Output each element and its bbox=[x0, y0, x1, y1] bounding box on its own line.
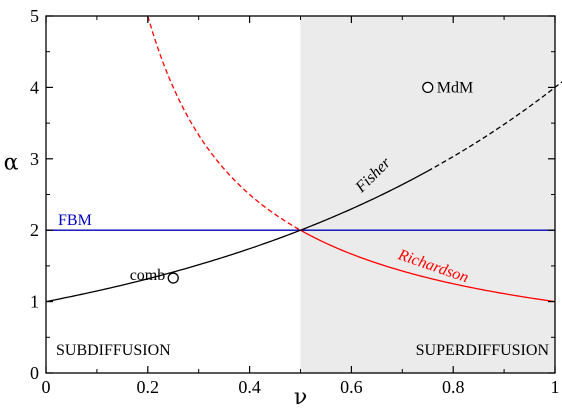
x-tick-label: 0.4 bbox=[238, 377, 261, 397]
mdm-point-label: MdM bbox=[437, 79, 473, 96]
richardson-dashed-line bbox=[147, 15, 301, 231]
y-tick-label: 4 bbox=[30, 77, 39, 97]
comb-point-marker bbox=[167, 272, 179, 284]
points bbox=[167, 81, 434, 284]
x-tick-label: 1 bbox=[551, 377, 560, 397]
x-axis-label: ν bbox=[294, 385, 307, 409]
fisher-series-line bbox=[45, 170, 429, 303]
y-tick-label: 0 bbox=[30, 363, 39, 383]
fbm-label: FBM bbox=[58, 212, 92, 229]
subdiffusion-label: SUBDIFFUSION bbox=[56, 342, 171, 359]
x-tick-label: 0.2 bbox=[137, 377, 160, 397]
superdiffusion-shaded-region bbox=[300, 16, 555, 373]
fisher-dashed-line bbox=[427, 81, 562, 172]
comb-point-label: comb bbox=[130, 267, 166, 284]
curves bbox=[45, 15, 562, 303]
x-tick-label: 0 bbox=[42, 377, 51, 397]
x-tick-label: 0.6 bbox=[340, 377, 363, 397]
richardson-series-line bbox=[300, 229, 556, 303]
x-tick-label: 0.8 bbox=[442, 377, 465, 397]
superdiffusion-label: SUPERDIFFUSION bbox=[416, 342, 550, 359]
y-tick-label: 1 bbox=[30, 292, 39, 312]
y-axis-label: α bbox=[4, 151, 19, 176]
axis-ticks: 0 0.2 0.4 0.6 0.8 1 0 1 2 3 4 5 bbox=[30, 6, 560, 397]
y-tick-label: 3 bbox=[30, 149, 39, 169]
y-tick-label: 2 bbox=[30, 220, 39, 240]
MdM-point-marker bbox=[422, 81, 434, 94]
y-tick-label: 5 bbox=[30, 6, 39, 26]
